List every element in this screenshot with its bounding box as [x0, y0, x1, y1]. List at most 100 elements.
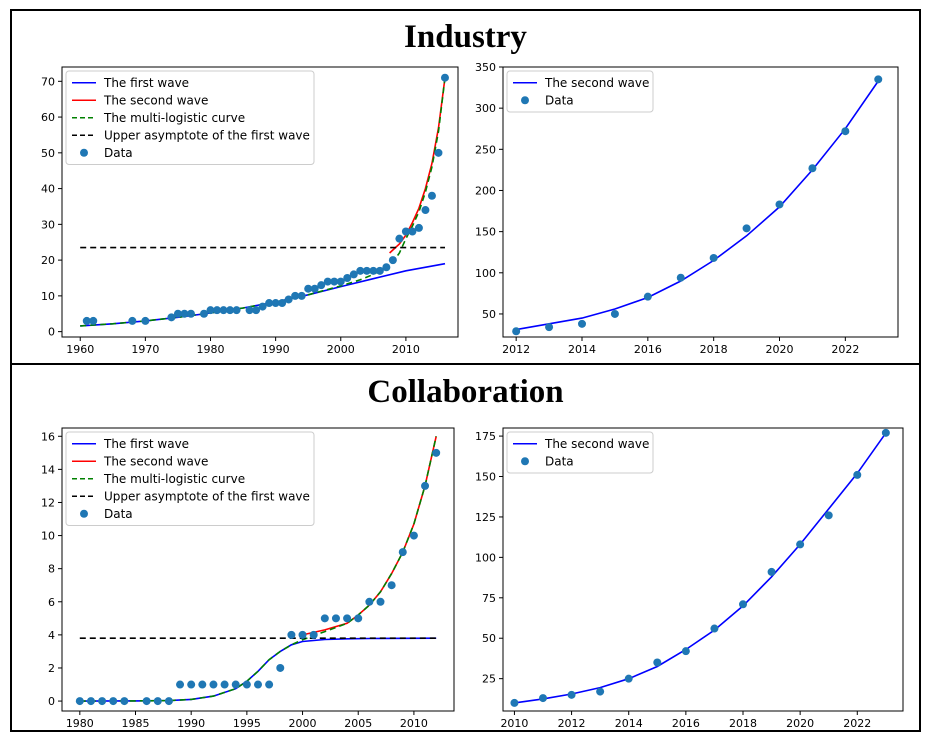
- x-tick-label: 2018: [700, 343, 728, 356]
- collaboration-left-axes-frame: [61, 427, 455, 712]
- x-tick-label: 2010: [392, 343, 420, 356]
- data-point: [336, 277, 345, 286]
- data-point: [356, 266, 365, 275]
- collaboration-left-series-data: [75, 448, 441, 706]
- data-point: [278, 299, 287, 308]
- y-tick-label: 14: [41, 463, 55, 476]
- industry-title: Industry: [404, 19, 527, 55]
- data-point: [653, 658, 662, 667]
- data-point: [510, 698, 519, 707]
- data-point: [432, 448, 441, 457]
- industry-right-series-the-second-wave-line: [516, 80, 879, 331]
- data-point: [320, 614, 329, 623]
- x-tick-label: 2000: [289, 717, 317, 730]
- collaboration-left-series-the-first-wave-line: [79, 637, 437, 702]
- data-point: [421, 206, 430, 215]
- data-point: [343, 273, 352, 282]
- y-tick-label: 16: [41, 430, 55, 443]
- y-tick-label: 70: [41, 75, 55, 88]
- industry-second-wave-chart: 2012 2014 2016 2018 2020 2022 50 100 150 200 250 30…: [475, 61, 899, 356]
- data-point: [331, 614, 340, 623]
- data-point: [226, 306, 235, 315]
- legend-label: The second wave: [544, 437, 649, 451]
- data-point: [98, 697, 107, 706]
- x-tick-label: 2016: [672, 717, 700, 730]
- data-point: [231, 680, 240, 689]
- y-tick-label: 30: [41, 218, 55, 231]
- data-point: [398, 548, 407, 557]
- legend-label: Data: [545, 93, 574, 107]
- x-tick-label: 2012: [502, 343, 530, 356]
- collaboration-right-series-data: [510, 428, 890, 707]
- x-tick-label: 1980: [197, 343, 225, 356]
- industry-panel: Industry: [10, 9, 921, 365]
- data-point: [343, 614, 352, 623]
- data-point: [287, 630, 296, 639]
- legend-label: The second wave: [103, 454, 208, 468]
- data-point: [219, 306, 228, 315]
- y-tick-label: 150: [475, 226, 496, 239]
- data-point: [382, 263, 391, 272]
- y-tick-label: 60: [41, 111, 55, 124]
- data-point: [512, 327, 521, 336]
- data-point: [362, 266, 371, 275]
- data-point: [408, 227, 417, 236]
- data-point: [199, 309, 208, 318]
- data-point: [427, 191, 436, 200]
- x-tick-label: 1970: [131, 343, 159, 356]
- y-tick-label: 10: [41, 530, 55, 543]
- legend-marker: [80, 148, 88, 157]
- y-tick-label: 100: [475, 551, 496, 564]
- data-point: [775, 200, 784, 209]
- y-tick-label: 175: [475, 430, 496, 443]
- collaboration-left-series-the-multi-logistic-curve-line: [79, 436, 437, 702]
- industry-left-series-data: [82, 73, 449, 325]
- industry-first-second-wave-chart: 1960 1970 1980 1990 2000 2010 0 10 20 30 40 50 60 70 T…: [41, 66, 459, 356]
- data-point: [242, 680, 251, 689]
- data-point: [365, 597, 374, 606]
- x-tick-label: 2012: [558, 717, 586, 730]
- data-point: [323, 277, 332, 286]
- data-point: [409, 531, 418, 540]
- data-point: [86, 697, 95, 706]
- data-point: [395, 234, 404, 243]
- data-point: [187, 680, 196, 689]
- legend-box: [506, 70, 654, 113]
- collaboration-right-axes-frame: [502, 427, 904, 712]
- x-tick-label: 1990: [177, 717, 205, 730]
- data-point: [596, 687, 605, 696]
- industry-right-legend: The second wave Data: [506, 70, 654, 113]
- x-tick-label: 2020: [766, 343, 794, 356]
- data-point: [824, 511, 833, 520]
- data-point: [545, 323, 554, 332]
- x-tick-label: 2014: [615, 717, 643, 730]
- y-tick-label: 0: [48, 695, 55, 708]
- data-point: [252, 306, 261, 315]
- legend-label: Data: [104, 146, 133, 160]
- collaboration-left-plot-area: [75, 436, 441, 706]
- x-tick-label: 2020: [786, 717, 814, 730]
- data-point: [291, 291, 300, 300]
- y-tick-label: 125: [475, 511, 496, 524]
- y-tick-label: 12: [41, 496, 55, 509]
- data-point: [198, 680, 207, 689]
- data-point: [874, 75, 883, 84]
- data-point: [213, 306, 222, 315]
- collaboration-left-legend: The first wave The second wave The multi-l…: [65, 431, 315, 526]
- collaboration-panel: Collaboration: [10, 363, 921, 732]
- collaboration-right-plot-area: [510, 428, 890, 707]
- x-tick-label: 2022: [843, 717, 871, 730]
- legend-marker: [80, 509, 88, 518]
- data-point: [309, 630, 318, 639]
- data-point: [578, 319, 586, 328]
- collaboration-title: Collaboration: [367, 374, 564, 410]
- legend-label: Upper asymptote of the first wave: [104, 128, 310, 142]
- x-tick-label: 1990: [262, 343, 290, 356]
- data-point: [881, 428, 890, 437]
- data-point: [173, 309, 182, 318]
- legend-label: Upper asymptote of the first wave: [104, 489, 310, 503]
- x-tick-label: 2010: [400, 717, 428, 730]
- data-point: [82, 316, 91, 325]
- y-tick-label: 40: [41, 183, 55, 196]
- legend-box: [65, 70, 315, 165]
